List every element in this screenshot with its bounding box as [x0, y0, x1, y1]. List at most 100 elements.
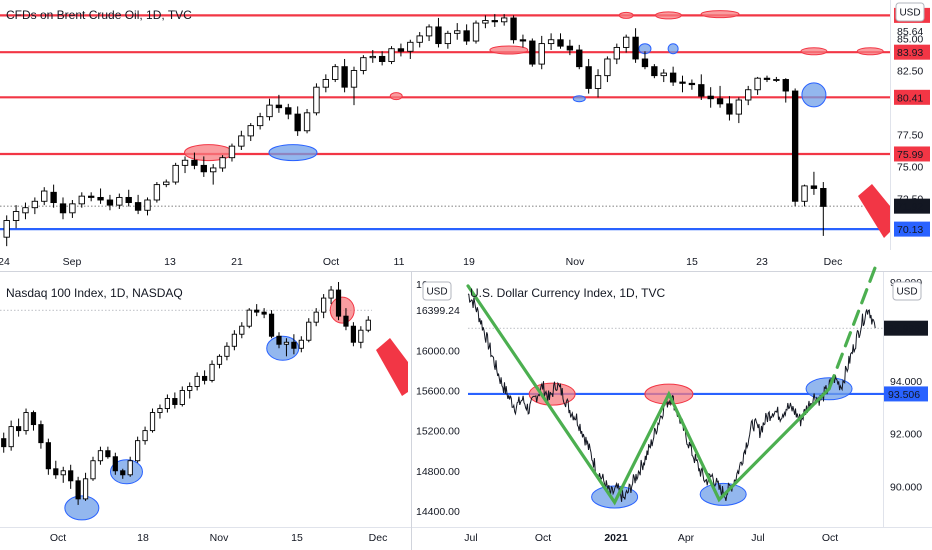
brent-candle[interactable]	[463, 30, 470, 42]
brent-candle[interactable]	[116, 196, 123, 206]
brent-candle[interactable]	[266, 104, 273, 118]
brent-candle[interactable]	[153, 184, 161, 201]
brent-candle[interactable]	[200, 164, 207, 173]
nasdaq-candle[interactable]	[172, 398, 178, 405]
brent-candle[interactable]	[604, 58, 611, 77]
nasdaq-candle[interactable]	[135, 440, 141, 462]
nasdaq-candle[interactable]	[97, 450, 104, 462]
brent-candle[interactable]	[97, 196, 104, 201]
brent-candle[interactable]	[557, 39, 564, 47]
nasdaq-candle[interactable]	[239, 325, 245, 335]
brent-candle[interactable]	[275, 104, 283, 109]
brent-candle[interactable]	[59, 203, 67, 214]
brent-candle[interactable]	[444, 32, 452, 45]
brent-candle[interactable]	[820, 188, 827, 207]
brent-candle[interactable]	[651, 66, 658, 77]
brent-candle[interactable]	[360, 57, 367, 71]
nasdaq-candle[interactable]	[321, 297, 327, 313]
brent-candle[interactable]	[726, 103, 733, 115]
brent-candle[interactable]	[163, 181, 170, 186]
nasdaq-candle[interactable]	[328, 289, 334, 299]
brent-candle[interactable]	[782, 79, 789, 92]
nasdaq-candle[interactable]	[157, 408, 163, 413]
nasdaq-candle[interactable]	[60, 470, 66, 476]
nasdaq-candle[interactable]	[179, 390, 185, 405]
brent-candle[interactable]	[641, 58, 649, 68]
nasdaq-candle[interactable]	[164, 398, 171, 409]
nasdaq-candle[interactable]	[194, 375, 200, 387]
brent-candle[interactable]	[810, 185, 818, 189]
nasdaq-candle[interactable]	[231, 333, 237, 347]
brent-chart-pane[interactable]: 85.0082.5077.5075.0072.5086.183.9380.417…	[0, 0, 932, 268]
brent-candle[interactable]	[210, 167, 217, 173]
nasdaq-candle[interactable]	[216, 355, 223, 365]
nasdaq-chart-pane[interactable]: 16000.00 15600.00 15200.00 14800.00 14400.00…	[0, 279, 460, 544]
brent-candle[interactable]	[78, 195, 85, 205]
brent-candle[interactable]	[425, 26, 433, 37]
brent-currency-badge[interactable]: USD	[895, 2, 925, 22]
brent-candle[interactable]	[472, 22, 480, 42]
nasdaq-candle[interactable]	[82, 478, 89, 500]
nasdaq-candle[interactable]	[23, 412, 29, 432]
brent-candle[interactable]	[3, 220, 10, 238]
brent-candle[interactable]	[407, 41, 414, 52]
brent-candle[interactable]	[594, 75, 602, 89]
brent-candle[interactable]	[228, 145, 236, 159]
brent-candle[interactable]	[801, 185, 808, 202]
nasdaq-candle[interactable]	[75, 480, 81, 500]
brent-candle[interactable]	[491, 20, 498, 23]
brent-candle[interactable]	[134, 202, 142, 211]
brent-candle[interactable]	[256, 116, 264, 127]
nasdaq-candle[interactable]	[254, 309, 260, 313]
brent-candle[interactable]	[773, 79, 780, 81]
brent-candle[interactable]	[716, 98, 724, 105]
nasdaq-candle[interactable]	[350, 325, 357, 343]
nasdaq-candle[interactable]	[343, 315, 349, 327]
brent-candle[interactable]	[181, 159, 189, 166]
nasdaq-candle[interactable]	[105, 450, 111, 458]
nasdaq-candle[interactable]	[149, 412, 156, 432]
nasdaq-candle[interactable]	[283, 341, 290, 345]
brent-candle[interactable]	[247, 125, 254, 137]
brent-candle[interactable]	[735, 99, 743, 115]
nasdaq-candle[interactable]	[53, 468, 59, 476]
brent-candle[interactable]	[660, 72, 667, 77]
brent-candle[interactable]	[566, 45, 574, 51]
brent-candle[interactable]	[482, 20, 489, 24]
nasdaq-candle[interactable]	[268, 313, 275, 337]
nasdaq-candle[interactable]	[1, 438, 7, 448]
nasdaq-candle[interactable]	[224, 345, 230, 357]
brent-candle[interactable]	[350, 70, 358, 88]
brent-candle[interactable]	[322, 79, 330, 88]
nasdaq-candle[interactable]	[201, 375, 208, 381]
brent-candle[interactable]	[388, 48, 395, 62]
nasdaq-candle[interactable]	[15, 426, 22, 432]
nasdaq-candle[interactable]	[365, 319, 371, 331]
brent-candle[interactable]	[707, 95, 714, 100]
brent-candle[interactable]	[87, 195, 95, 198]
brent-candle[interactable]	[754, 77, 761, 91]
nasdaq-candle[interactable]	[142, 430, 148, 442]
nasdaq-candle[interactable]	[38, 424, 44, 444]
brent-candle[interactable]	[294, 113, 301, 132]
brent-candle[interactable]	[510, 17, 517, 41]
brent-candle[interactable]	[285, 107, 292, 115]
brent-candle[interactable]	[763, 77, 771, 80]
brent-candle[interactable]	[378, 55, 386, 62]
brent-candle[interactable]	[538, 43, 545, 65]
brent-candle[interactable]	[454, 30, 461, 34]
brent-candle[interactable]	[585, 66, 592, 89]
nasdaq-candle[interactable]	[276, 335, 282, 345]
brent-candle[interactable]	[623, 36, 630, 48]
nasdaq-candle[interactable]	[30, 412, 37, 426]
brent-candle[interactable]	[397, 48, 405, 52]
brent-candle[interactable]	[416, 35, 423, 43]
nasdaq-candle[interactable]	[45, 442, 51, 470]
nasdaq-candle[interactable]	[358, 329, 364, 343]
nasdaq-candle[interactable]	[246, 309, 252, 327]
brent-candle[interactable]	[500, 17, 508, 23]
nasdaq-candle[interactable]	[335, 289, 342, 317]
nasdaq-candle[interactable]	[68, 470, 74, 482]
brent-candle[interactable]	[632, 36, 639, 60]
brent-candle[interactable]	[172, 164, 179, 183]
